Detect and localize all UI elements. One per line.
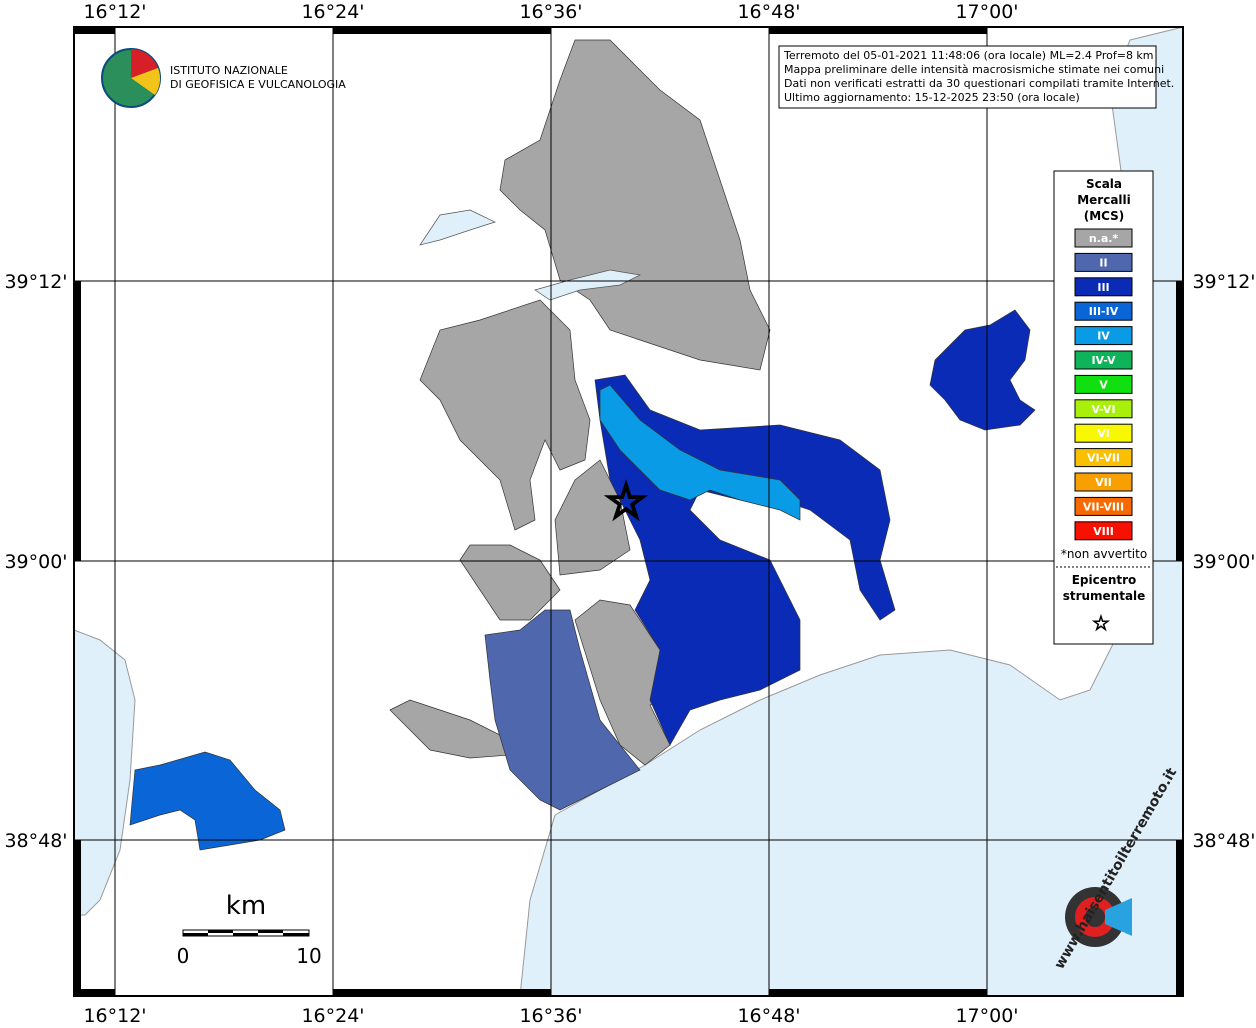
legend-swatch [1074,496,1133,516]
epicenter: ☆ [604,474,647,530]
lat-label: 39°12' [1192,271,1255,293]
frame-ticks [74,27,1183,996]
lon-label: 16°24' [301,1,364,23]
legend-label: VI [1097,427,1110,440]
lon-label: 17°00' [955,1005,1018,1024]
legend-swatch [1074,521,1133,541]
legend-swatch [1074,326,1133,346]
legend-title: (MCS) [1084,209,1125,223]
legend-title: Mercalli [1077,193,1131,207]
lon-label: 16°36' [519,1005,582,1024]
legend-swatch [1074,252,1133,272]
scale-label: 0 [177,944,190,968]
lon-label: 16°12' [83,1,146,23]
svg-text:☆: ☆ [1092,611,1110,635]
info-line: Dati non verificati estratti da 30 quest… [784,77,1174,90]
lat-label: 38°48' [4,830,67,852]
legend-swatch [1074,374,1133,394]
lon-label: 16°24' [301,1005,364,1024]
legend-swatch [1074,472,1133,492]
legend-epicenter: strumentale [1063,589,1146,603]
scale-label: 10 [296,944,321,968]
legend-label: VII [1095,476,1112,489]
legend-swatch [1074,399,1133,419]
legend: ScalaMercalli(MCS)n.a.*IIIIIIII-IVIVIV-V… [1061,177,1147,603]
info-box [778,45,1157,109]
municipalities [129,39,1036,851]
lon-label: 16°48' [737,1,800,23]
legend-swatch [1074,228,1133,248]
logo-text: DI GEOFISICA E VULCANOLOGIA [170,78,346,91]
lat-label: 38°48' [1192,830,1255,852]
lon-label: 16°48' [737,1005,800,1024]
lat-label: 39°12' [4,271,67,293]
legend-epicenter: Epicentro [1072,573,1137,587]
lakes [419,209,642,301]
legend-label: VII-VIII [1083,500,1124,513]
info-lines: Terremoto del 05-01-2021 11:48:06 (ora l… [783,49,1174,104]
legend-label: III-IV [1089,305,1119,318]
info-line: Ultimo aggiornamento: 15-12-2025 23:50 (… [784,91,1080,104]
lat-label: 39°00' [4,551,67,573]
legend-label: IV-V [1091,354,1116,367]
legend-label: II [1099,256,1107,269]
legend-label: III [1097,281,1109,294]
legend-swatch [1074,277,1133,297]
legend-label: VI-VII [1087,452,1120,465]
legend-swatch [1074,448,1133,468]
info-line: Terremoto del 05-01-2021 11:48:06 (ora l… [783,49,1154,62]
lon-label: 16°12' [83,1005,146,1024]
legend-swatch [1074,301,1133,321]
legend-title: Scala [1086,177,1122,191]
lon-label: 17°00' [955,1,1018,23]
legend-label: V-VI [1091,403,1115,416]
scale-unit: km [226,891,266,921]
legend-label: n.a.* [1089,232,1119,245]
lat-label: 39°00' [1192,551,1255,573]
graticule [74,27,1183,996]
lon-label: 16°36' [519,1,582,23]
info-line: Mappa preliminare delle intensità macros… [784,63,1164,76]
legend-label: V [1099,378,1108,391]
legend-swatch [1074,423,1133,443]
scale-bar: km 0 10 [177,891,322,968]
logo-text: ISTITUTO NAZIONALE [170,64,288,77]
legend-note: *non avvertito [1061,547,1147,561]
legend-swatch [1074,350,1133,370]
legend-label: IV [1097,330,1110,343]
legend-label: VIII [1093,525,1114,538]
ingv-logo: ISTITUTO NAZIONALE DI GEOFISICA E VULCAN… [101,48,346,108]
